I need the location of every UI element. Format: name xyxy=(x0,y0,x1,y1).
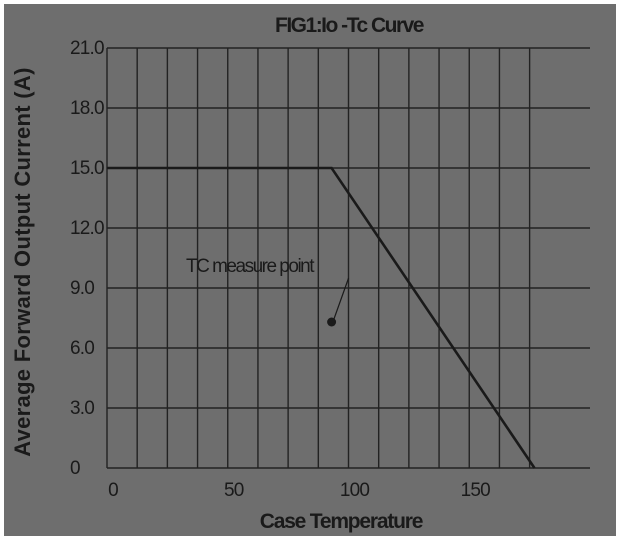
series-line xyxy=(107,166,536,469)
annotation-label: TC measure point xyxy=(186,256,315,277)
y-tick-label: 9.0 xyxy=(70,278,94,299)
y-tick-label: 18.0 xyxy=(70,98,104,119)
x-tick-label: 50 xyxy=(224,480,244,501)
y-tick-label: 0 xyxy=(70,458,80,479)
x-tick-labels: 0 50 100 150 xyxy=(108,480,491,501)
y-tick-labels: 0 3.0 6.0 9.0 12.0 15.0 18.0 21.0 xyxy=(70,38,105,479)
x-tick-label: 0 xyxy=(108,480,118,501)
x-tick-label: 150 xyxy=(461,480,491,501)
y-tick-label: 3.0 xyxy=(70,398,94,419)
x-axis-label: Case Temperature xyxy=(260,510,423,533)
y-tick-label: 15.0 xyxy=(70,158,104,179)
chart-title: FIG1:Io -Tc Curve xyxy=(275,14,424,37)
y-tick-label: 21.0 xyxy=(70,38,104,59)
y-axis-label: Average Forward Output Current (A) xyxy=(10,67,35,457)
annotation-leader-line xyxy=(333,277,350,321)
series-group xyxy=(107,166,536,469)
x-tick-label: 100 xyxy=(340,480,370,501)
io-tc-chart: FIG1:Io -Tc Curve 0 3.0 6.0 9.0 12.0 15.0 18.0… xyxy=(10,14,590,533)
y-tick-label: 12.0 xyxy=(70,218,104,239)
chart-frame: FIG1:Io -Tc Curve 0 3.0 6.0 9.0 12.0 15.0 18.0… xyxy=(4,4,616,536)
y-tick-label: 6.0 xyxy=(70,338,94,359)
annotation-group: TC measure point xyxy=(186,256,350,327)
tc-measure-point-marker xyxy=(327,317,337,327)
grid xyxy=(106,47,590,469)
